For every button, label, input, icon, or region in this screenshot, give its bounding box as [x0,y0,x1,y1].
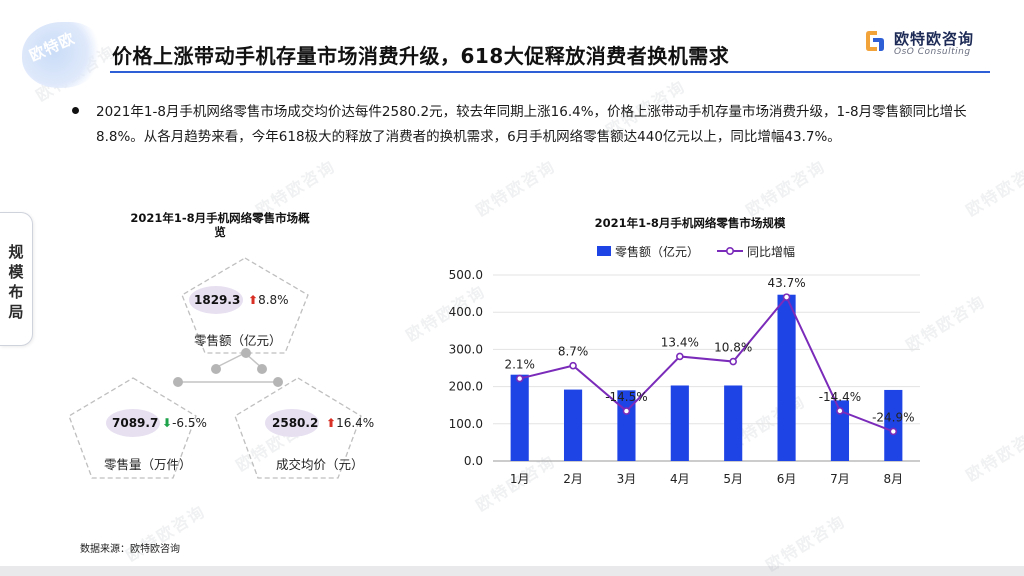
y-tick-label: 0.0 [464,454,483,468]
arrow-up-icon: ⬆ [326,416,337,430]
y-tick-label: 300.0 [449,342,483,356]
title-divider [110,71,990,73]
x-tick-label: 4月 [670,472,690,486]
bullet-dot [72,107,79,114]
growth-label: 10.8% [714,341,752,355]
growth-point [569,361,577,370]
bar [724,385,743,461]
legend-line-swatch [717,246,743,256]
summary-text: 2021年1-8月手机网络零售市场成交均价达每件2580.2元，较去年同期上涨1… [96,104,967,145]
x-tick-label: 2月 [563,472,583,486]
section-tab-label: 规模布局 [8,243,24,321]
title-decoration [22,22,102,88]
growth-label: -14.4% [819,390,861,404]
pentagon-left [68,377,197,479]
growth-point [515,374,524,383]
growth-point [889,427,898,436]
growth-label: 43.7% [768,276,806,290]
growth-label: 2.1% [504,358,535,372]
arrow-down-icon: ⬇ [162,416,173,430]
bar [670,385,689,461]
logo-icon [866,31,884,51]
bar [563,389,583,461]
kpi-sales-value: 1829.3 [194,293,241,307]
logo-subtitle: OsO Consulting [894,47,971,57]
kpi-price-label: 成交均价（元） [276,457,364,472]
bottom-band [0,566,1024,576]
growth-label: 13.4% [661,335,699,349]
kpi-price-value: 2580.2 [272,416,319,430]
legend-item-line[interactable]: 同比增幅 [717,243,795,260]
growth-label: -14.5% [605,390,647,404]
bar [777,294,796,461]
kpi-sales-change: ⬆8.8% [248,293,289,307]
sales-chart: 0.0 100.0 200.0 300.0 400.0 500.0 1月 2月 3月 4月 5月 6月… [449,268,920,486]
x-tick-label: 3月 [617,472,637,486]
pentagon-top [181,257,309,354]
arrow-up-icon: ⬆ [248,293,259,307]
growth-point [729,357,737,366]
bar [830,400,850,461]
bar [510,374,529,461]
kpi-volume-value: 7089.7 [112,416,159,430]
legend-bar-swatch [597,246,611,256]
company-logo: 欧特欧咨询 OsO Consulting [862,26,992,62]
legend-item-bar[interactable]: 零售额（亿元） [597,243,699,260]
kpi-volume-label: 零售量（万件） [104,457,192,472]
x-tick-label: 6月 [777,472,797,486]
growth-label: -24.9% [872,410,914,424]
kpi-volume-change: ⬇-6.5% [162,416,207,430]
section-tab[interactable] [0,212,33,346]
growth-point [676,352,684,361]
growth-label: 8.7% [558,345,589,359]
x-tick-label: 5月 [723,472,743,486]
y-tick-label: 200.0 [449,380,483,394]
y-tick-label: 100.0 [449,417,483,431]
growth-point [836,407,844,415]
data-source: 数据来源：欧特欧咨询 [80,544,180,555]
page-title: 价格上涨带动手机存量市场消费升级，618大促释放消费者换机需求 [112,44,730,68]
kpi-sales-label: 零售额（亿元） [194,333,282,348]
y-tick-label: 400.0 [449,305,483,319]
logo-name: 欧特欧咨询 [894,30,975,48]
overview-title: 2021年1-8月手机网络零售市场概览 [130,211,310,239]
kpi-price-change: ⬆16.4% [326,416,375,430]
y-tick-label: 500.0 [449,268,483,282]
bar [884,389,903,461]
growth-line [519,295,894,433]
x-tick-label: 7月 [830,472,850,486]
chart-title: 2021年1-8月手机网络零售市场规模 [594,216,786,230]
connector [173,348,283,387]
growth-point [782,293,791,301]
x-tick-label: 8月 [883,472,903,486]
pentagon-right [234,377,362,479]
growth-point [622,407,631,415]
x-tick-label: 1月 [510,472,530,486]
